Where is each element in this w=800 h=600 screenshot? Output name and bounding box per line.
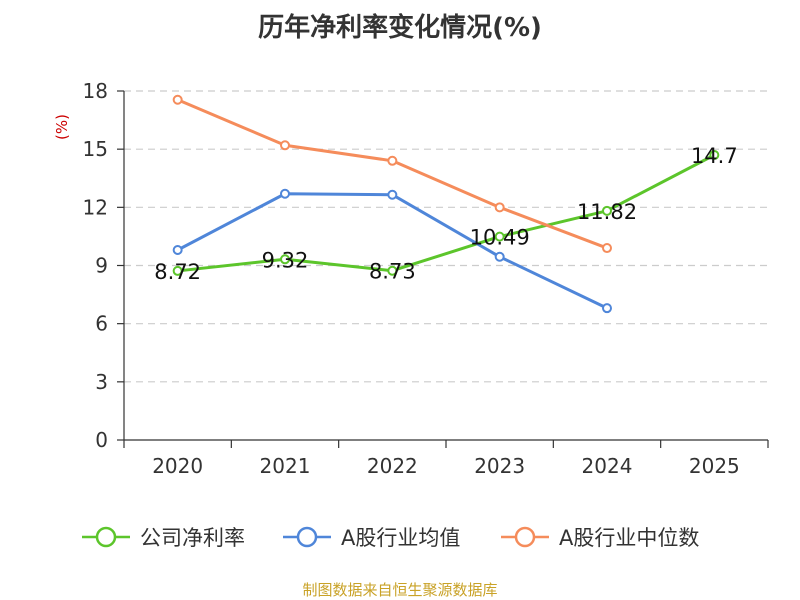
- legend-swatch-marker: [95, 526, 117, 548]
- data-point: [494, 231, 505, 242]
- x-tick-label: 2025: [689, 454, 740, 478]
- x-tick-label: 2021: [260, 454, 311, 478]
- x-tick-label: 2022: [367, 454, 418, 478]
- chart-title: 历年净利率变化情况(%): [258, 12, 542, 43]
- y-axis-label: (%): [53, 114, 71, 140]
- data-label: 14.7: [691, 144, 738, 168]
- data-label: 8.72: [154, 260, 201, 284]
- data-point: [172, 94, 183, 105]
- data-point: [494, 202, 505, 213]
- data-point: [387, 265, 398, 276]
- y-tick-label: 15: [83, 137, 108, 161]
- data-point: [494, 251, 505, 262]
- axes: 0 3 6 9 12 15 18 2020 2021 2022 2023 2024 2025: [83, 79, 769, 478]
- data-label: 11.82: [577, 200, 637, 224]
- data-point: [387, 189, 398, 200]
- data-point: [602, 205, 612, 216]
- data-label: 8.73: [369, 260, 416, 284]
- data-point: [709, 149, 720, 160]
- data-label: 9.32: [262, 248, 309, 272]
- x-tick-label: 2023: [474, 454, 525, 478]
- data-point: [172, 265, 183, 276]
- series-line-0: [177, 153, 716, 273]
- legend-label: 公司净利率: [140, 526, 245, 550]
- legend-swatch-marker: [296, 526, 318, 548]
- legend-label: A股行业中位数: [559, 526, 699, 550]
- legend-label: A股行业均值: [341, 526, 460, 550]
- y-tick-label: 12: [83, 195, 108, 219]
- data-labels: 8.72 9.32 8.73 10.49 11.82 14.7: [154, 144, 737, 284]
- legend: 公司净利率 A股行业均值 A股行业中位数: [82, 526, 699, 550]
- gridlines: [124, 90, 768, 383]
- y-tick-label: 3: [95, 370, 108, 394]
- legend-swatch-marker: [514, 526, 536, 548]
- data-point: [387, 155, 398, 166]
- x-tick-label: 2024: [582, 454, 633, 478]
- source-note: 制图数据来自恒生聚源数据库: [302, 581, 497, 599]
- y-tick-label: 0: [95, 428, 108, 452]
- series-line-1: [176, 192, 608, 310]
- data-point: [280, 254, 290, 265]
- data-point: [602, 243, 612, 254]
- data-label: 10.49: [470, 226, 530, 250]
- data-point: [280, 188, 290, 199]
- y-tick-label: 18: [83, 79, 108, 103]
- data-point: [602, 303, 612, 314]
- y-tick-label: 9: [95, 254, 108, 278]
- data-point: [280, 140, 290, 151]
- y-tick-label: 6: [95, 312, 108, 336]
- series-points: [172, 94, 720, 314]
- x-tick-label: 2020: [152, 454, 203, 478]
- data-point: [172, 244, 183, 255]
